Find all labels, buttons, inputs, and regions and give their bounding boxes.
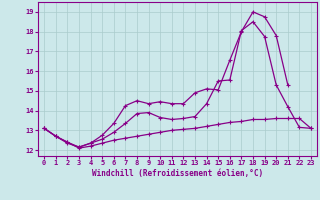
X-axis label: Windchill (Refroidissement éolien,°C): Windchill (Refroidissement éolien,°C) (92, 169, 263, 178)
